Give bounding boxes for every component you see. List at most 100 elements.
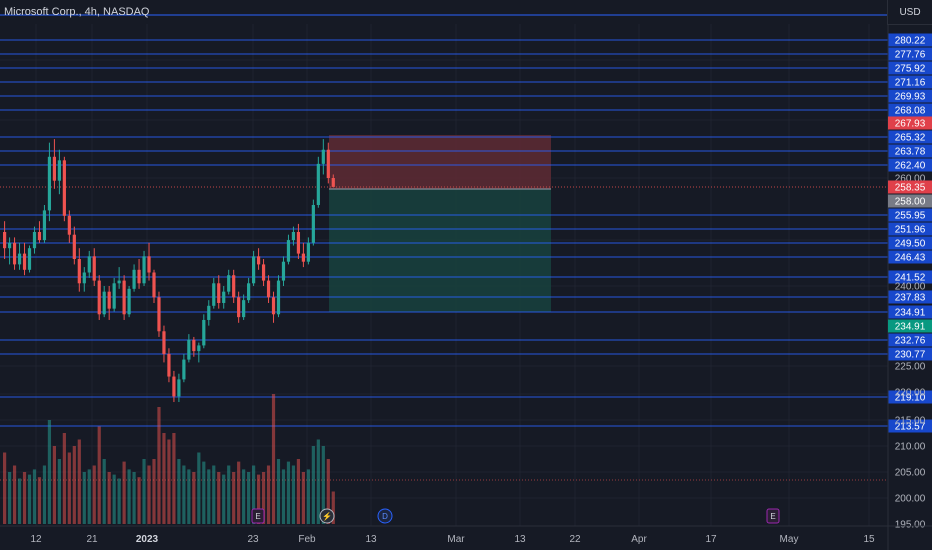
candle-layer	[3, 139, 335, 403]
candle-body	[291, 232, 296, 241]
candle-body	[276, 280, 281, 315]
level-price-tag	[888, 236, 932, 250]
candle-body	[187, 339, 191, 360]
level-price-label: 277.76	[895, 50, 926, 61]
volume-bar	[92, 465, 96, 524]
level-price-tag	[888, 290, 932, 304]
level-price-tag	[888, 47, 932, 61]
volume-bar	[117, 478, 121, 524]
volume-bar	[187, 469, 191, 524]
level-price-tag	[888, 208, 932, 222]
volume-bar	[286, 461, 291, 524]
volume-bar	[102, 459, 106, 524]
volume-bar	[197, 452, 201, 524]
time-tick-label: Apr	[631, 534, 647, 545]
volume-bar	[142, 459, 146, 524]
volume-bar	[167, 439, 171, 524]
candle-body	[102, 291, 106, 315]
volume-bar	[132, 472, 136, 524]
volume-bar	[276, 459, 281, 524]
candle-body	[306, 242, 310, 262]
level-price-label: 265.32	[895, 133, 926, 144]
candle-body	[147, 256, 151, 273]
volume-bar	[82, 472, 86, 524]
price-axis[interactable]: 280.22 277.76 275.92 271.16 269.93 268.08 265.…	[887, 24, 932, 550]
volume-bar	[321, 446, 325, 524]
last-close-price-tag: 258.35	[895, 183, 926, 194]
volume-bar	[252, 465, 256, 524]
split-marker	[319, 508, 335, 524]
time-axis[interactable]: 12 21 2023 23 Feb 13 Mar 13 22 Apr 17 May 15	[0, 525, 932, 545]
candle-body	[227, 275, 231, 292]
currency-selector[interactable]: USD	[887, 0, 932, 25]
candle-body	[316, 163, 320, 205]
candle-body	[82, 272, 86, 284]
earnings-marker-label: E	[770, 512, 775, 521]
candle-body	[266, 280, 271, 298]
candle-body	[77, 259, 81, 284]
volume-bar	[147, 465, 151, 524]
earnings-marker	[251, 508, 265, 524]
level-price-label: 269.93	[895, 92, 926, 103]
candle-body	[7, 242, 12, 249]
volume-bar	[37, 477, 42, 524]
earnings-marker	[766, 508, 780, 524]
candle-body	[162, 331, 166, 354]
price-tick-label: 205.00	[895, 468, 926, 479]
candle-body	[3, 232, 7, 249]
level-price-label: 268.08	[895, 106, 926, 117]
candle-body	[12, 242, 17, 265]
volume-bar	[17, 478, 22, 524]
volume-bar	[62, 433, 66, 524]
volume-bar	[227, 465, 231, 524]
level-lines-layer	[0, 39, 888, 481]
level-price-label: 263.78	[895, 147, 926, 158]
candle-body	[127, 288, 131, 315]
volume-bar	[162, 433, 166, 524]
volume-bar	[3, 452, 7, 524]
position-zone-layer	[329, 135, 551, 312]
candle-body	[182, 359, 186, 380]
level-price-tag	[888, 305, 932, 319]
candle-body	[172, 376, 176, 397]
candle-body	[87, 256, 91, 273]
symbol-title: Microsoft Corp., 4h, NASDAQ	[4, 6, 150, 18]
level-price-label: 232.76	[895, 336, 926, 347]
volume-bar	[316, 439, 320, 524]
volume-bar	[331, 491, 335, 524]
level-price-tag	[888, 144, 932, 158]
level-price-tag	[888, 333, 932, 347]
candle-body	[301, 253, 305, 262]
price-tick-label: 215.00	[895, 416, 926, 427]
level-price-tag	[888, 347, 932, 361]
volume-bar	[326, 459, 330, 524]
candle-body	[27, 248, 32, 270]
volume-bar	[12, 465, 17, 524]
take-profit-zone	[329, 189, 551, 312]
level-price-label: 280.22	[895, 36, 926, 47]
volume-bar	[57, 459, 61, 524]
time-tick-label: 17	[705, 534, 717, 545]
level-price-label: 213.57	[895, 422, 926, 433]
candle-body	[281, 261, 286, 281]
volume-bar	[152, 459, 156, 524]
volume-bar	[271, 394, 276, 524]
level-price-tag	[888, 61, 932, 75]
volume-bar	[32, 469, 37, 524]
time-tick-label: 2023	[136, 534, 159, 545]
price-tick-label: 225.00	[895, 362, 926, 373]
dividend-marker	[377, 508, 393, 524]
time-tick-label: Feb	[298, 534, 316, 545]
entry-price-tag: 258.00	[895, 197, 926, 208]
volume-bar	[107, 472, 111, 524]
volume-bar	[202, 461, 206, 524]
dividend-marker-label: D	[382, 512, 388, 521]
last-close-price-tag-bg	[888, 180, 932, 194]
candle-body	[326, 149, 330, 178]
level-price-label: 275.92	[895, 64, 926, 75]
level-price-tag	[888, 158, 932, 172]
volume-bar	[261, 472, 266, 524]
level-price-tag	[888, 222, 932, 236]
